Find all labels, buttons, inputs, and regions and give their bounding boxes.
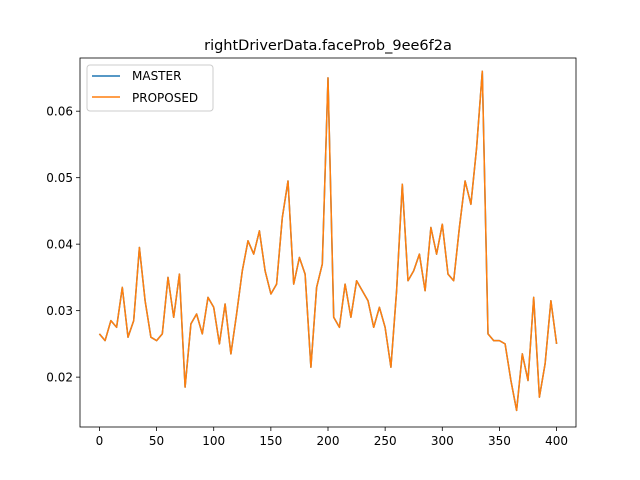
y-tick-label: 0.05: [46, 171, 73, 185]
x-tick-label: 250: [374, 434, 397, 448]
x-tick-label: 100: [202, 434, 225, 448]
y-tick-label: 0.04: [46, 238, 73, 252]
x-tick-label: 300: [431, 434, 454, 448]
x-tick-label: 0: [96, 434, 104, 448]
y-tick-label: 0.06: [46, 105, 73, 119]
series-layer: [98, 70, 558, 412]
x-tick-label: 350: [488, 434, 511, 448]
series-line-proposed: [98, 70, 558, 412]
x-tick-label: 150: [259, 434, 282, 448]
legend: MASTER PROPOSED: [86, 64, 214, 112]
legend-label-master: MASTER: [132, 69, 181, 83]
x-axis-ticks: 0 50 100 150 200 250 300 350 400: [96, 427, 568, 448]
x-tick-label: 50: [149, 434, 164, 448]
x-tick-label: 400: [545, 434, 568, 448]
plot-area-frame: [79, 57, 577, 428]
y-tick-label: 0.03: [46, 304, 73, 318]
y-tick-label: 0.02: [46, 371, 73, 385]
y-axis-ticks: 0.02 0.03 0.04 0.05 0.06: [46, 105, 80, 385]
chart-title: rightDriverData.faceProb_9ee6f2a: [204, 38, 452, 54]
legend-label-proposed: PROPOSED: [132, 91, 198, 105]
x-tick-label: 200: [317, 434, 340, 448]
